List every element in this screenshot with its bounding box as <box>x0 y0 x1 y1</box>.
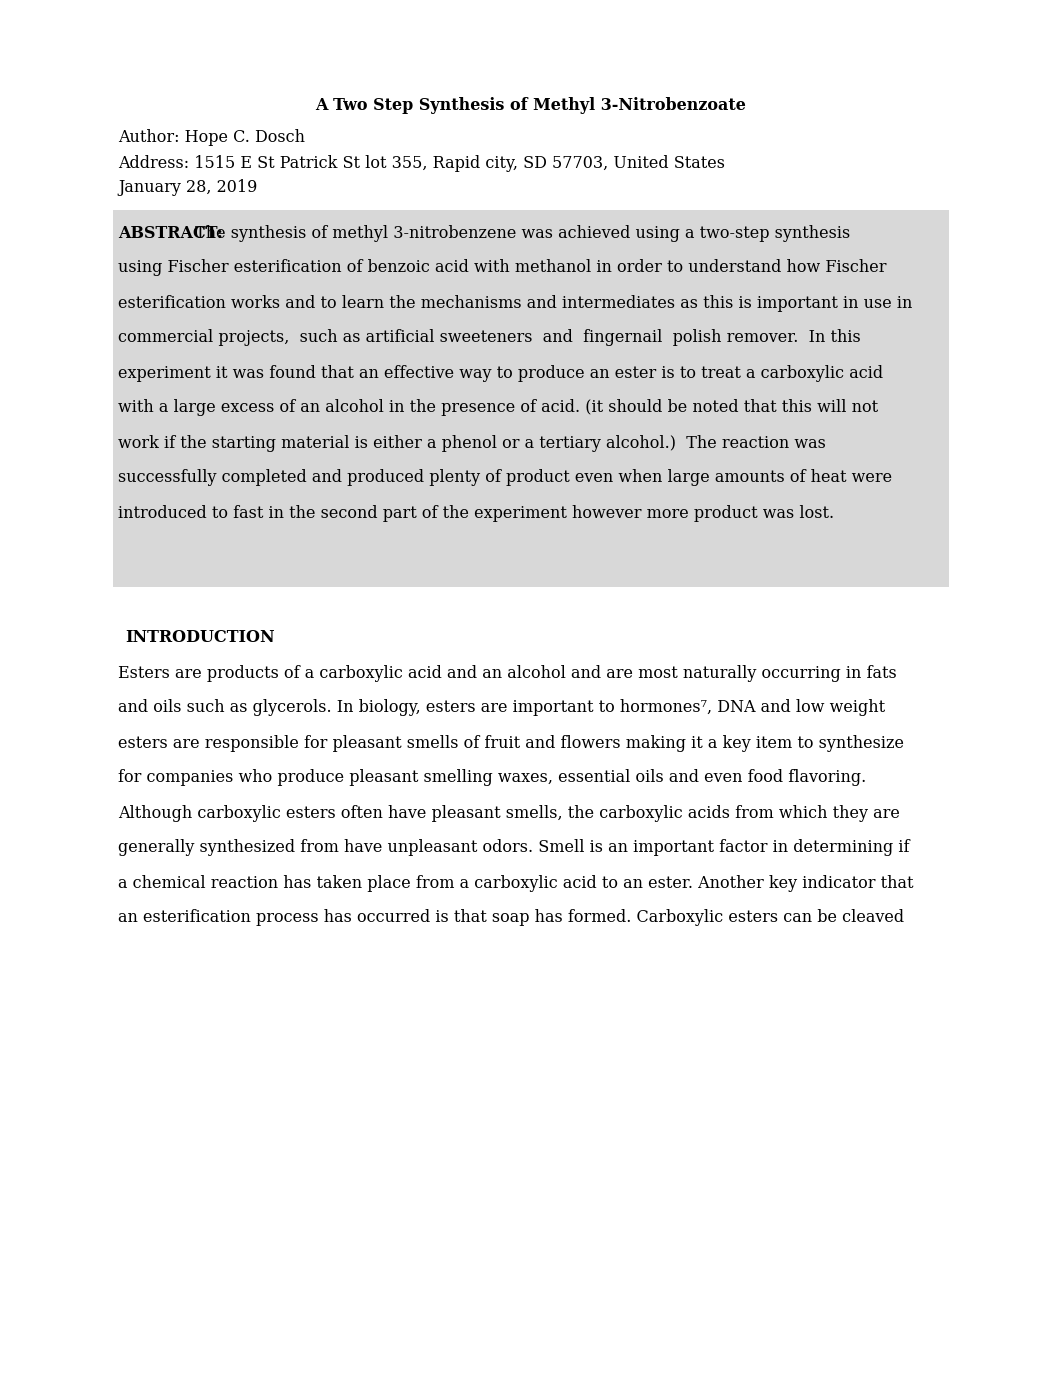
Text: successfully completed and produced plenty of product even when large amounts of: successfully completed and produced plen… <box>118 470 892 486</box>
Text: generally synthesized from have unpleasant odors. Smell is an important factor i: generally synthesized from have unpleasa… <box>118 840 909 856</box>
Text: experiment it was found that an effective way to produce an ester is to treat a : experiment it was found that an effectiv… <box>118 365 884 381</box>
Text: The synthesis of methyl 3-nitrobenzene was achieved using a two-step synthesis: The synthesis of methyl 3-nitrobenzene w… <box>190 224 851 241</box>
Text: INTRODUCTION: INTRODUCTION <box>125 629 275 646</box>
Text: with a large excess of an alcohol in the presence of acid. (it should be noted t: with a large excess of an alcohol in the… <box>118 399 878 416</box>
Bar <box>113 211 949 587</box>
Text: for companies who produce pleasant smelling waxes, essential oils and even food : for companies who produce pleasant smell… <box>118 770 867 786</box>
Text: A Two Step Synthesis of Methyl 3-Nitrobenzoate: A Two Step Synthesis of Methyl 3-Nitrobe… <box>315 96 747 113</box>
Text: ABSTRACT:: ABSTRACT: <box>118 224 223 241</box>
Text: January 28, 2019: January 28, 2019 <box>118 179 257 197</box>
Text: a chemical reaction has taken place from a carboxylic acid to an ester. Another : a chemical reaction has taken place from… <box>118 874 913 891</box>
Text: introduced to fast in the second part of the experiment however more product was: introduced to fast in the second part of… <box>118 504 834 522</box>
Text: commercial projects,  such as artificial sweeteners  and  fingernail  polish rem: commercial projects, such as artificial … <box>118 329 860 347</box>
Text: using Fischer esterification of benzoic acid with methanol in order to understan: using Fischer esterification of benzoic … <box>118 259 887 277</box>
Text: Esters are products of a carboxylic acid and an alcohol and are most naturally o: Esters are products of a carboxylic acid… <box>118 665 896 682</box>
Text: Although carboxylic esters often have pleasant smells, the carboxylic acids from: Although carboxylic esters often have pl… <box>118 804 900 822</box>
Text: Address: 1515 E St Patrick St lot 355, Rapid city, SD 57703, United States: Address: 1515 E St Patrick St lot 355, R… <box>118 154 725 172</box>
Text: and oils such as glycerols. In biology, esters are important to hormones⁷, DNA a: and oils such as glycerols. In biology, … <box>118 700 885 716</box>
Text: an esterification process has occurred is that soap has formed. Carboxylic ester: an esterification process has occurred i… <box>118 909 904 927</box>
Text: Author: Hope C. Dosch: Author: Hope C. Dosch <box>118 129 305 146</box>
Text: esterification works and to learn the mechanisms and intermediates as this is im: esterification works and to learn the me… <box>118 295 912 311</box>
Text: esters are responsible for pleasant smells of fruit and flowers making it a key : esters are responsible for pleasant smel… <box>118 734 904 752</box>
Text: work if the starting material is either a phenol or a tertiary alcohol.)  The re: work if the starting material is either … <box>118 435 826 452</box>
